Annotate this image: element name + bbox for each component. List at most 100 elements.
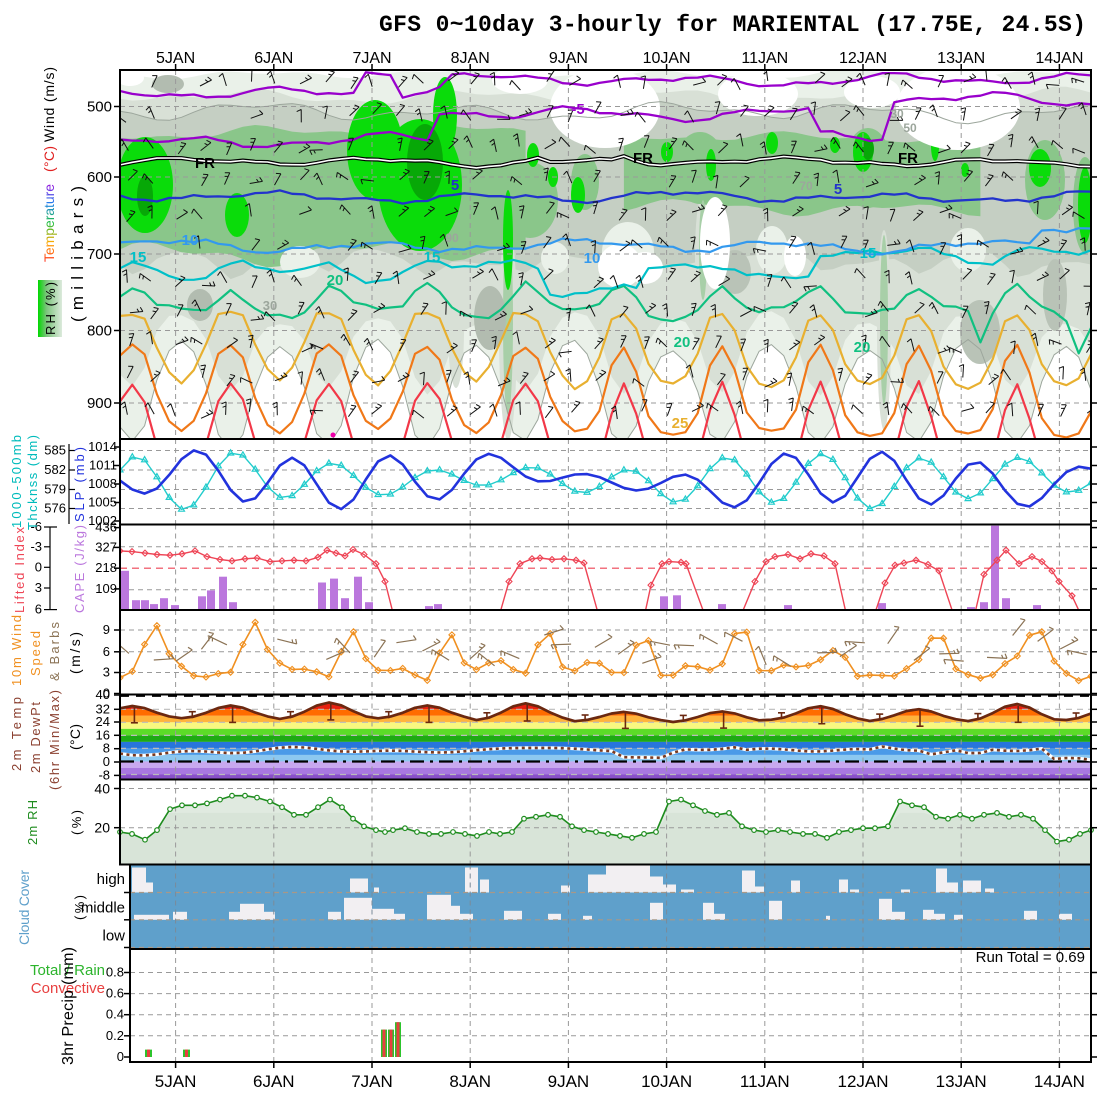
svg-text:GFS 0~10day 3-hourly for MARIE: GFS 0~10day 3-hourly for MARIENTAL (17.7…	[379, 12, 1086, 38]
svg-text:20: 20	[327, 272, 344, 289]
svg-text:2m Temp: 2m Temp	[9, 697, 24, 771]
svg-text:585: 585	[44, 443, 66, 458]
svg-text:1002: 1002	[88, 513, 117, 528]
svg-text:(%): (%)	[69, 810, 84, 835]
svg-text:0: 0	[35, 559, 42, 574]
svg-text:Total / Rain: Total / Rain	[30, 962, 105, 979]
svg-text:Run Total = 0.69: Run Total = 0.69	[976, 949, 1085, 966]
svg-text:10JAN: 10JAN	[643, 50, 691, 67]
svg-text:FR: FR	[898, 150, 918, 167]
svg-text:11JAN: 11JAN	[740, 1072, 790, 1091]
svg-text:40: 40	[94, 781, 110, 797]
svg-text:1005: 1005	[88, 495, 117, 510]
svg-text:(6hr Min/Max): (6hr Min/Max)	[47, 690, 62, 790]
svg-text:14JAN: 14JAN	[1034, 1072, 1085, 1091]
svg-text:800: 800	[87, 323, 112, 340]
svg-text:(°C): (°C)	[41, 146, 57, 172]
svg-text:-6: -6	[30, 519, 42, 534]
svg-text:9: 9	[103, 622, 110, 637]
svg-text:40: 40	[96, 687, 110, 702]
svg-text:8: 8	[103, 741, 110, 756]
svg-text:218: 218	[95, 560, 117, 575]
svg-text:6JAN: 6JAN	[254, 50, 293, 67]
svg-text:-8: -8	[98, 767, 110, 782]
svg-text:-3: -3	[30, 539, 42, 554]
svg-text:1011: 1011	[89, 458, 117, 473]
svg-text:70: 70	[799, 179, 813, 193]
svg-text:-5: -5	[571, 101, 584, 118]
svg-text:15: 15	[424, 249, 441, 266]
svg-text:Cloud Cover: Cloud Cover	[16, 870, 32, 945]
svg-text:0.6: 0.6	[106, 986, 124, 1001]
svg-text:579: 579	[44, 482, 66, 497]
svg-text:90: 90	[445, 231, 459, 245]
svg-text:(m/s): (m/s)	[67, 632, 83, 674]
svg-text:50: 50	[903, 121, 917, 135]
svg-text:Temperature: Temperature	[41, 184, 57, 262]
svg-text:8JAN: 8JAN	[451, 50, 490, 67]
svg-text:15: 15	[130, 249, 147, 266]
svg-text:6: 6	[103, 644, 110, 659]
svg-text:Thcknss (dm): Thcknss (dm)	[25, 435, 40, 530]
svg-text:24: 24	[96, 714, 110, 729]
svg-text:8JAN: 8JAN	[449, 1072, 491, 1091]
svg-text:Speed: Speed	[28, 631, 43, 676]
svg-text:FR: FR	[195, 155, 215, 172]
svg-text:6: 6	[35, 602, 42, 617]
svg-text:CAPE (J/kg): CAPE (J/kg)	[72, 525, 87, 613]
svg-text:3hr Precip (mm): 3hr Precip (mm)	[60, 947, 77, 1065]
svg-text:5: 5	[451, 177, 459, 194]
svg-text:middle: middle	[81, 899, 125, 916]
svg-text:576: 576	[44, 501, 66, 516]
svg-text:0: 0	[103, 754, 110, 769]
svg-text:14JAN: 14JAN	[1035, 50, 1083, 67]
svg-text:Lifted Index: Lifted Index	[12, 527, 27, 614]
svg-text:0.8: 0.8	[106, 965, 124, 980]
svg-text:2m RH: 2m RH	[25, 800, 40, 845]
svg-text:900: 900	[87, 395, 112, 412]
svg-text:5: 5	[834, 181, 842, 198]
svg-text:20: 20	[674, 334, 691, 351]
svg-text:0.2: 0.2	[106, 1028, 124, 1043]
svg-text:FR: FR	[633, 150, 653, 167]
svg-text:11JAN: 11JAN	[741, 50, 788, 67]
svg-text:327: 327	[95, 539, 117, 554]
svg-text:Convective: Convective	[31, 980, 105, 997]
svg-text:25: 25	[672, 415, 689, 432]
svg-text:20: 20	[854, 339, 871, 356]
svg-text:5JAN: 5JAN	[156, 50, 195, 67]
svg-text:500: 500	[87, 99, 112, 116]
svg-text:30: 30	[263, 298, 277, 313]
svg-text:10: 10	[182, 232, 199, 249]
svg-text:3: 3	[35, 580, 42, 595]
svg-text:low: low	[102, 928, 125, 945]
svg-text:12JAN: 12JAN	[837, 1072, 888, 1091]
svg-text:13JAN: 13JAN	[937, 50, 985, 67]
svg-text:10m Wind: 10m Wind	[9, 615, 24, 686]
svg-text:1008: 1008	[88, 476, 117, 491]
svg-text:high: high	[97, 871, 125, 888]
svg-text:RH (%): RH (%)	[43, 282, 58, 335]
svg-text:(%): (%)	[72, 895, 87, 920]
svg-text:5JAN: 5JAN	[155, 1072, 197, 1091]
svg-text:Wind (m/s): Wind (m/s)	[41, 67, 57, 142]
svg-text:0: 0	[103, 686, 110, 701]
svg-text:12JAN: 12JAN	[839, 50, 887, 67]
svg-text:0: 0	[117, 1049, 124, 1064]
svg-text:6JAN: 6JAN	[253, 1072, 295, 1091]
svg-text:7JAN: 7JAN	[351, 1072, 393, 1091]
svg-text:10JAN: 10JAN	[641, 1072, 692, 1091]
svg-text:109: 109	[95, 581, 117, 596]
svg-text:2m DewPt: 2m DewPt	[28, 702, 43, 773]
svg-text:10: 10	[584, 250, 601, 267]
svg-text:1014: 1014	[88, 439, 117, 454]
svg-text:(°C): (°C)	[67, 724, 83, 750]
svg-text:3: 3	[103, 665, 110, 680]
svg-text:15: 15	[860, 245, 877, 262]
svg-text:13JAN: 13JAN	[936, 1072, 987, 1091]
svg-text:32: 32	[96, 701, 110, 716]
svg-text:582: 582	[44, 462, 66, 477]
svg-text:436: 436	[95, 520, 117, 535]
svg-text:30: 30	[890, 107, 904, 121]
svg-text:600: 600	[87, 169, 112, 186]
